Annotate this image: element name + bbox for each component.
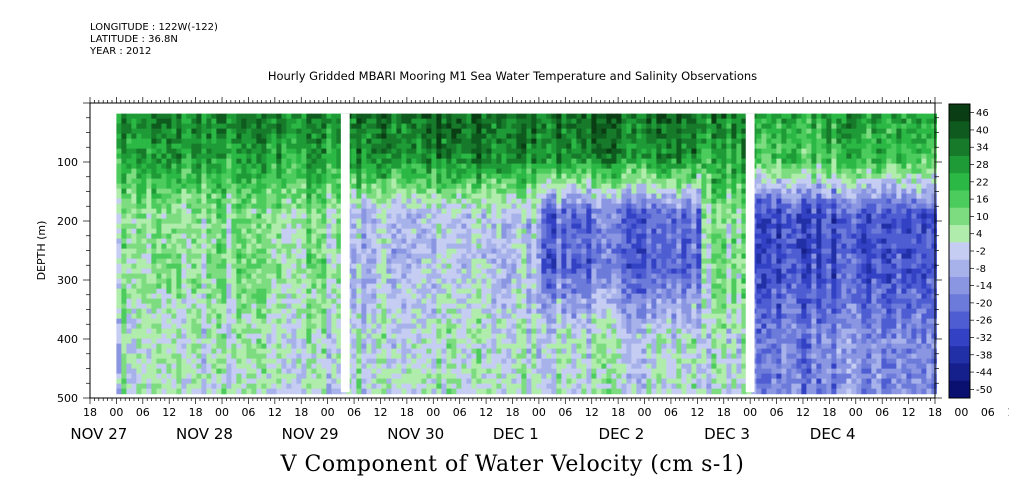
x-hour-tick-label: 00 bbox=[109, 406, 123, 419]
x-hour-tick-label: 18 bbox=[189, 406, 203, 419]
colorbar-label: 22 bbox=[976, 177, 989, 188]
x-hour-tick-label: 12 bbox=[162, 406, 176, 419]
colorbar-swatch bbox=[949, 294, 970, 312]
colorbar-swatch bbox=[949, 363, 970, 382]
data-gap-0 bbox=[340, 113, 350, 393]
x-hour-tick-label: 00 bbox=[638, 406, 652, 419]
x-hour-tick-label: 12 bbox=[690, 406, 704, 419]
x-hour-tick-label: 06 bbox=[770, 406, 784, 419]
colorbar-swatch bbox=[949, 242, 970, 261]
x-hour-tick-label: 18 bbox=[83, 406, 97, 419]
x-date-label: NOV 30 bbox=[387, 425, 444, 443]
colorbar-swatch bbox=[949, 346, 970, 364]
colorbar-label: -20 bbox=[976, 298, 992, 309]
x-date-label: DEC 4 bbox=[810, 425, 856, 443]
x-date-label: NOV 28 bbox=[176, 425, 233, 443]
x-hour-tick-label: 12 bbox=[902, 406, 916, 419]
x-date-label: DEC 1 bbox=[493, 425, 539, 443]
colorbar-swatch bbox=[949, 155, 970, 174]
x-hour-tick-label: 00 bbox=[215, 406, 229, 419]
x-hour-tick-label: 12 bbox=[585, 406, 599, 419]
x-hour-tick-label: 00 bbox=[426, 406, 440, 419]
x-hour-tick-label: 18 bbox=[822, 406, 836, 419]
heatmap-cells bbox=[116, 113, 938, 395]
colorbar-swatch bbox=[949, 190, 970, 209]
colorbar-label: -38 bbox=[976, 350, 992, 361]
chart-title: Hourly Gridded MBARI Mooring M1 Sea Wate… bbox=[267, 69, 758, 83]
x-hour-tick-label: 12 bbox=[268, 406, 282, 419]
colorbar-label: 40 bbox=[976, 125, 989, 136]
colorbar-frame bbox=[948, 103, 971, 399]
colorbar-swatch bbox=[949, 311, 970, 330]
x-hour-tick-label: 12 bbox=[1007, 406, 1009, 419]
x-hour-tick-label: 18 bbox=[400, 406, 414, 419]
colorbar-label: 16 bbox=[976, 195, 989, 206]
colorbar-label: -8 bbox=[976, 264, 986, 275]
x-hour-tick-label: 18 bbox=[928, 406, 942, 419]
x-date-label: NOV 27 bbox=[70, 425, 127, 443]
y-tick-label: 400 bbox=[57, 333, 78, 346]
x-hour-tick-label: 00 bbox=[954, 406, 968, 419]
colorbar-swatch bbox=[949, 173, 970, 191]
x-date-label: DEC 3 bbox=[704, 425, 750, 443]
x-hour-tick-label: 18 bbox=[611, 406, 625, 419]
x-hour-tick-label: 18 bbox=[294, 406, 308, 419]
x-hour-tick-label: 06 bbox=[875, 406, 889, 419]
y-tick-label: 100 bbox=[57, 156, 78, 169]
colorbar-label: 10 bbox=[976, 212, 989, 223]
colorbar-label: 34 bbox=[976, 143, 989, 154]
colorbar-label: -2 bbox=[976, 247, 986, 258]
colorbar-swatch bbox=[949, 104, 970, 122]
x-hour-tick-label: 00 bbox=[321, 406, 335, 419]
x-hour-tick-label: 18 bbox=[506, 406, 520, 419]
y-tick-label: 300 bbox=[57, 274, 78, 287]
colorbar-label: 46 bbox=[976, 108, 989, 119]
colorbar-swatch bbox=[949, 138, 970, 157]
x-hour-tick-label: 06 bbox=[558, 406, 572, 419]
colorbar-swatch bbox=[949, 207, 970, 226]
y-axis-label: DEPTH (m) bbox=[35, 221, 48, 281]
colorbar-swatch bbox=[949, 380, 970, 399]
year-label: YEAR : 2012 bbox=[90, 46, 152, 57]
colorbar-label: -32 bbox=[976, 333, 992, 344]
colorbar-label: -14 bbox=[976, 281, 992, 292]
x-hour-tick-label: 12 bbox=[373, 406, 387, 419]
colorbar-swatch bbox=[949, 276, 970, 295]
x-hour-tick-label: 00 bbox=[743, 406, 757, 419]
x-hour-tick-label: 18 bbox=[717, 406, 731, 419]
data-gap-1 bbox=[745, 113, 755, 393]
x-date-label: NOV 29 bbox=[282, 425, 339, 443]
colorbar-swatch bbox=[949, 328, 970, 347]
colorbar-swatch bbox=[949, 259, 970, 278]
x-hour-tick-label: 06 bbox=[453, 406, 467, 419]
colorbar-label: 4 bbox=[976, 229, 982, 240]
colorbar-label: -50 bbox=[976, 385, 992, 396]
longitude-label: LONGITUDE : 122W(-122) bbox=[90, 22, 218, 33]
x-hour-tick-label: 06 bbox=[664, 406, 678, 419]
x-hour-tick-label: 00 bbox=[532, 406, 546, 419]
colorbar-label: -44 bbox=[976, 368, 992, 379]
x-hour-tick-label: 06 bbox=[981, 406, 995, 419]
x-hour-tick-label: 06 bbox=[136, 406, 150, 419]
x-hour-tick-label: 06 bbox=[241, 406, 255, 419]
x-hour-tick-label: 12 bbox=[479, 406, 493, 419]
y-tick-label: 200 bbox=[57, 215, 78, 228]
colorbar-label: 28 bbox=[976, 160, 989, 171]
x-date-label: DEC 2 bbox=[599, 425, 645, 443]
x-hour-tick-label: 06 bbox=[347, 406, 361, 419]
x-hour-tick-label: 12 bbox=[796, 406, 810, 419]
colorbar-swatch bbox=[949, 225, 970, 243]
y-tick-label: 500 bbox=[57, 392, 78, 405]
variable-title: V Component of Water Velocity (cm s-1) bbox=[280, 452, 745, 477]
colorbar-label: -26 bbox=[976, 316, 992, 327]
x-hour-tick-label: 00 bbox=[849, 406, 863, 419]
colorbar-swatch bbox=[949, 121, 970, 139]
latitude-label: LATITUDE : 36.8N bbox=[90, 34, 178, 45]
